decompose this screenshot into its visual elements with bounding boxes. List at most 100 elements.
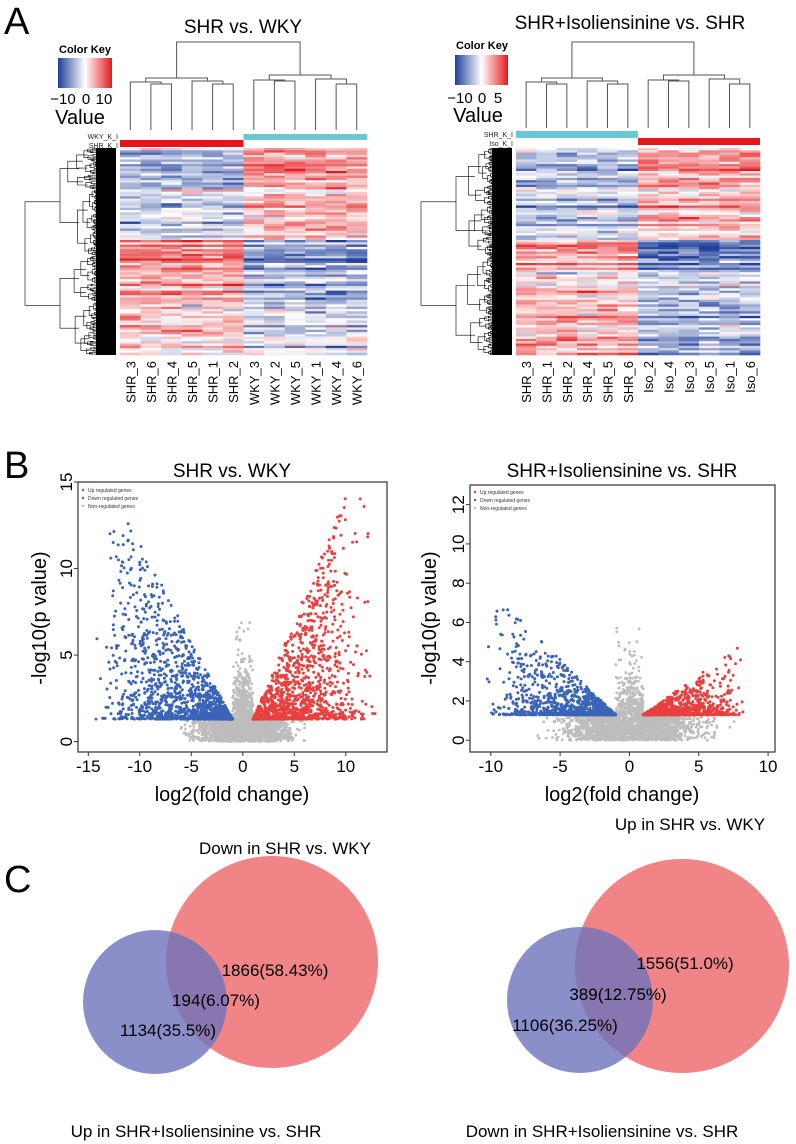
dendrogram-branch: [490, 161, 493, 164]
heatmap-cell: [181, 249, 203, 252]
heatmap-cell: [161, 240, 183, 243]
heatmap-cell: [325, 154, 347, 158]
heatmap-cell: [325, 306, 347, 310]
heatmap-cell: [305, 244, 327, 248]
heatmap-cell: [638, 325, 659, 328]
heatmap-cell: [202, 318, 224, 321]
dendrogram-branch: [490, 203, 493, 206]
heatmap-cell: [699, 343, 720, 347]
heatmap-cell: [678, 191, 700, 195]
heatmap-cell: [516, 253, 537, 257]
heatmap-cell: [678, 184, 700, 188]
point-non-regulated: [241, 660, 245, 663]
heatmap-cell: [556, 253, 578, 257]
heatmap-cell: [284, 343, 306, 347]
heatmap-cell: [638, 148, 659, 151]
heatmap-cell: [325, 171, 347, 174]
heatmap-cell: [264, 242, 285, 245]
heatmap-cell: [678, 297, 700, 301]
heatmap-cell: [243, 219, 265, 222]
heatmap-cell: [638, 177, 659, 181]
heatmap-cell: [264, 210, 285, 213]
dendrogram-branch: [94, 224, 97, 227]
heatmap-cell: [305, 249, 327, 252]
heatmap-cell: [556, 148, 578, 151]
heatmap-cell: [536, 168, 557, 172]
dendrogram-branch: [489, 210, 492, 214]
heatmap-cell: [556, 244, 578, 248]
heatmap-cell: [719, 194, 740, 197]
dendrogram-branch: [490, 209, 493, 212]
heatmap-cell: [161, 157, 183, 160]
heatmap-cell: [202, 217, 224, 220]
heatmap-cell: [658, 256, 679, 259]
heatmap-cell: [120, 233, 141, 236]
heatmap-cell: [202, 274, 224, 278]
heatmap-cell: [243, 173, 265, 176]
heatmap-cell: [739, 154, 761, 158]
dendrogram-branch: [93, 320, 96, 323]
heatmap-cell: [739, 318, 761, 321]
heatmap-cell: [658, 230, 679, 234]
dendrogram-branch: [486, 338, 491, 343]
heatmap-cell: [536, 152, 557, 156]
heatmap-cell: [536, 196, 557, 199]
heatmap-cell: [617, 315, 639, 319]
heatmap-cell: [739, 171, 761, 174]
heatmap-cell: [243, 217, 265, 220]
heatmap-cell: [739, 348, 761, 351]
heatmap-cell: [699, 263, 720, 266]
dendrogram-branch: [92, 148, 96, 151]
heatmap-cell: [536, 157, 557, 160]
heatmap-cell: [597, 345, 618, 349]
dendrogram-branch: [455, 285, 475, 336]
heatmap-cell: [658, 295, 679, 298]
heatmap-cell: [243, 164, 265, 167]
heatmap-cell: [536, 154, 557, 158]
heatmap-cell: [699, 279, 720, 282]
heatmap-cell: [325, 352, 347, 356]
point-non-regulated: [237, 711, 241, 714]
dendrogram-branch: [94, 292, 97, 294]
heatmap-cell: [346, 194, 368, 197]
heatmap-cell: [264, 223, 285, 227]
heatmap-cell: [325, 263, 347, 266]
heatmap-cell: [120, 168, 141, 172]
heatmap-cell: [222, 334, 244, 337]
heatmap-cell: [140, 302, 162, 305]
heatmap-cell: [658, 223, 679, 227]
heatmap-cell: [140, 288, 162, 291]
heatmap-cell: [325, 237, 347, 241]
heatmap-cell: [739, 350, 761, 353]
dendrogram-branch: [490, 157, 493, 159]
heatmap-cell: [678, 288, 700, 291]
heatmap-cell: [325, 292, 347, 296]
heatmap-cell: [202, 150, 224, 153]
heatmap-cell: [739, 253, 761, 257]
heatmap-cell: [577, 251, 598, 255]
point-non-regulated: [180, 725, 183, 729]
heatmap-cell: [346, 334, 368, 337]
heatmap-cell: [516, 200, 537, 204]
heatmap-cell: [699, 196, 720, 199]
heatmap-cell: [120, 311, 141, 314]
dendrogram-branch: [490, 222, 493, 225]
heatmap-cell: [181, 152, 203, 156]
heatmap-cell: [617, 251, 639, 255]
heatmap-cell: [346, 260, 368, 264]
heatmap-cell: [140, 159, 162, 163]
heatmap-cell: [536, 327, 557, 330]
heatmap-cell: [222, 228, 244, 232]
heatmap-cell: [161, 182, 183, 186]
heatmap-cell: [181, 288, 203, 291]
heatmap-cell: [202, 210, 224, 213]
heatmap-cell: [617, 304, 639, 307]
heatmap-cell: [556, 191, 578, 195]
heatmap-cell: [264, 200, 285, 204]
heatmap-cell: [617, 320, 639, 324]
heatmap-cell: [284, 182, 306, 186]
heatmap-cell: [284, 288, 306, 291]
heatmap-cell: [516, 152, 537, 156]
heatmap-cell: [577, 299, 598, 303]
heatmap-cell: [739, 180, 761, 183]
